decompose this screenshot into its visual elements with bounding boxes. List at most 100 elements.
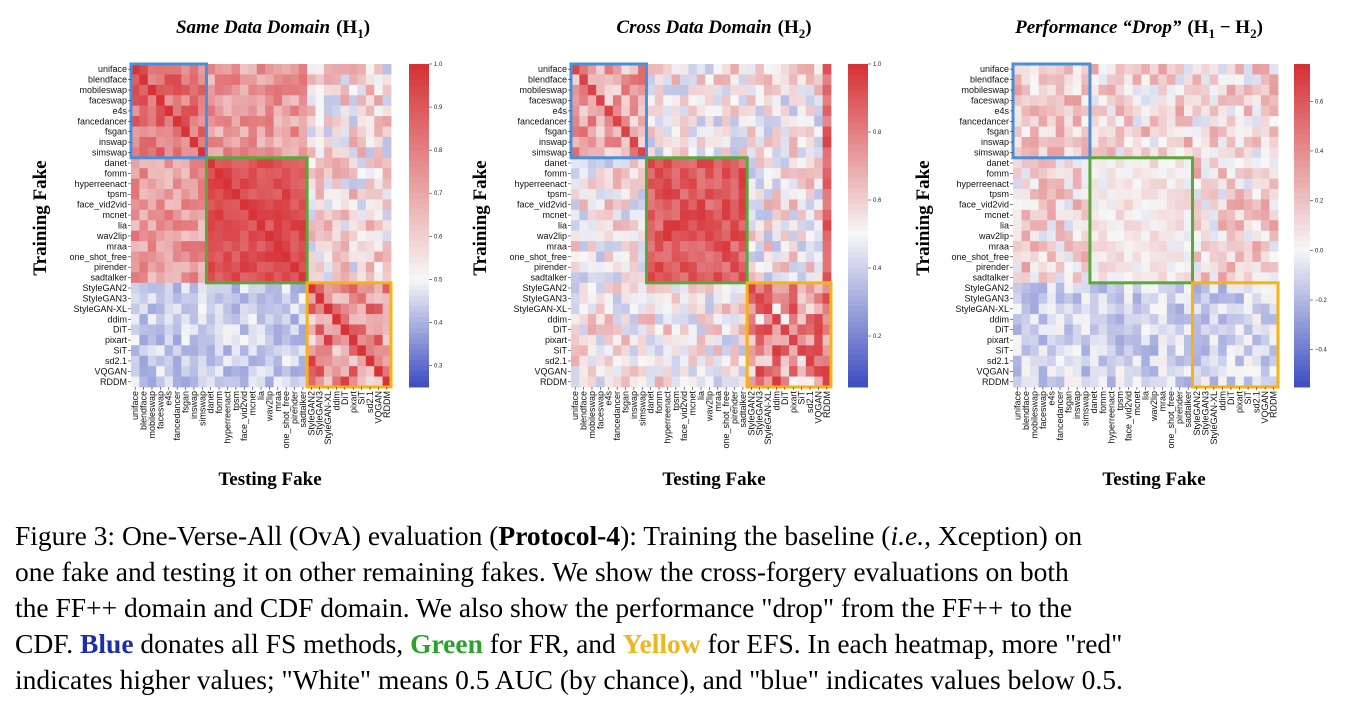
heatmap-cell (1183, 157, 1193, 169)
heatmap-cell (680, 376, 689, 388)
heatmap-cell (156, 282, 165, 294)
heatmap-cell (156, 251, 165, 263)
heatmap-cell (646, 324, 656, 336)
heatmap-cell (1013, 95, 1022, 107)
heatmap-cell (680, 157, 689, 169)
heatmap-cell (298, 345, 308, 357)
heatmap-cell (131, 157, 140, 169)
heatmap-cell (612, 168, 622, 180)
heatmap-cell (1192, 157, 1202, 169)
heatmap-cell (805, 189, 815, 200)
heatmap-cell (1064, 95, 1074, 107)
heatmap-cell (382, 105, 392, 117)
heatmap-cell (646, 272, 656, 284)
heatmap-cell (1158, 366, 1168, 377)
heatmap-cell (349, 314, 358, 325)
heatmap-cell (357, 84, 367, 96)
heatmap-cell (604, 272, 614, 284)
heatmap-cell (587, 157, 597, 169)
colorbar-segment (409, 252, 429, 259)
heatmap-cell (738, 334, 748, 346)
colorbar-segment (848, 160, 868, 167)
heatmap-cell (1235, 345, 1245, 357)
heatmap-cell (721, 209, 731, 221)
colorbar-segment (1294, 300, 1310, 307)
heatmap-cell (290, 84, 300, 96)
heatmap-cell (587, 74, 597, 86)
heatmap-cell (1209, 251, 1219, 263)
heatmap-cell (654, 293, 664, 305)
heatmap-cell (1124, 261, 1134, 273)
heatmap-cell (1081, 209, 1091, 221)
heatmap-cell (688, 314, 698, 325)
heatmap-cell (1209, 64, 1219, 75)
heatmap-cell (281, 251, 291, 263)
heatmap-cell (571, 95, 580, 107)
heatmap-cell (248, 366, 258, 377)
heatmap-cell (281, 230, 291, 242)
heatmap-cell (763, 376, 773, 388)
heatmap-cell (214, 74, 224, 86)
heatmap-cell (822, 251, 832, 263)
heatmap-cell (1021, 147, 1031, 159)
heatmap-cell (814, 282, 824, 294)
heatmap-cell (223, 334, 233, 346)
heatmap-cell (780, 345, 790, 357)
heatmap-cell (680, 251, 689, 263)
heatmap-cell (206, 147, 216, 159)
heatmap-cell (738, 324, 748, 336)
heatmap-cell (198, 178, 207, 190)
heatmap-cell (189, 282, 199, 294)
colorbar-segment (1294, 160, 1310, 167)
colorbar-segment (409, 177, 429, 183)
heatmap-cell (1158, 282, 1168, 294)
heatmap-cell (747, 230, 756, 242)
heatmap-cell (1252, 116, 1262, 127)
heatmap-cell (1192, 116, 1202, 127)
heatmap-cell (713, 261, 723, 273)
heatmap-cell (621, 74, 631, 86)
x-tick-label: hyperreenact (1106, 391, 1116, 444)
heatmap-cell (365, 147, 375, 159)
heatmap-cell (1115, 366, 1125, 377)
heatmap-cell (164, 230, 174, 242)
heatmap-cell (1141, 314, 1151, 325)
heatmap-cell (663, 355, 673, 367)
heatmap-cell (671, 355, 681, 367)
group-box-fr (204, 156, 309, 285)
heatmap-cell (315, 147, 325, 159)
colorbar-segment (409, 182, 429, 189)
heatmap-cell (198, 324, 207, 336)
heatmap-cell (1013, 199, 1022, 211)
heatmap-cell (1055, 272, 1065, 284)
heatmap-cell (1115, 314, 1125, 325)
heatmap-cell (1132, 272, 1142, 284)
heatmap-cell (357, 136, 367, 148)
x-tick-label: RDDM (822, 391, 832, 418)
heatmap-cell (612, 64, 622, 75)
heatmap-cell (1260, 209, 1270, 221)
colorbar-segment (1294, 273, 1310, 280)
heatmap-cell (780, 199, 790, 211)
heatmap-cell (1149, 220, 1159, 232)
heatmap-cell (1038, 376, 1048, 388)
heatmap-cell (1226, 64, 1236, 75)
heatmap-cell (646, 303, 656, 315)
heatmap-cell (139, 168, 149, 180)
colorbar-segment (409, 139, 429, 146)
heatmap-cell (789, 116, 798, 127)
colorbar-segment (848, 182, 868, 189)
heatmap-cell (571, 241, 580, 252)
heatmap-cell (139, 314, 149, 325)
heatmap-cell (789, 376, 798, 388)
heatmap-cell (181, 220, 191, 232)
heatmap-cell (206, 157, 216, 169)
heatmap-cell (1013, 334, 1022, 346)
heatmap-cell (646, 220, 656, 232)
heatmap-cell (365, 209, 375, 221)
heatmap-cell (374, 261, 384, 273)
heatmap-cell (713, 376, 723, 388)
heatmap-cell (323, 220, 333, 232)
heatmap-cell (730, 74, 740, 86)
heatmap-cell (1158, 376, 1168, 388)
